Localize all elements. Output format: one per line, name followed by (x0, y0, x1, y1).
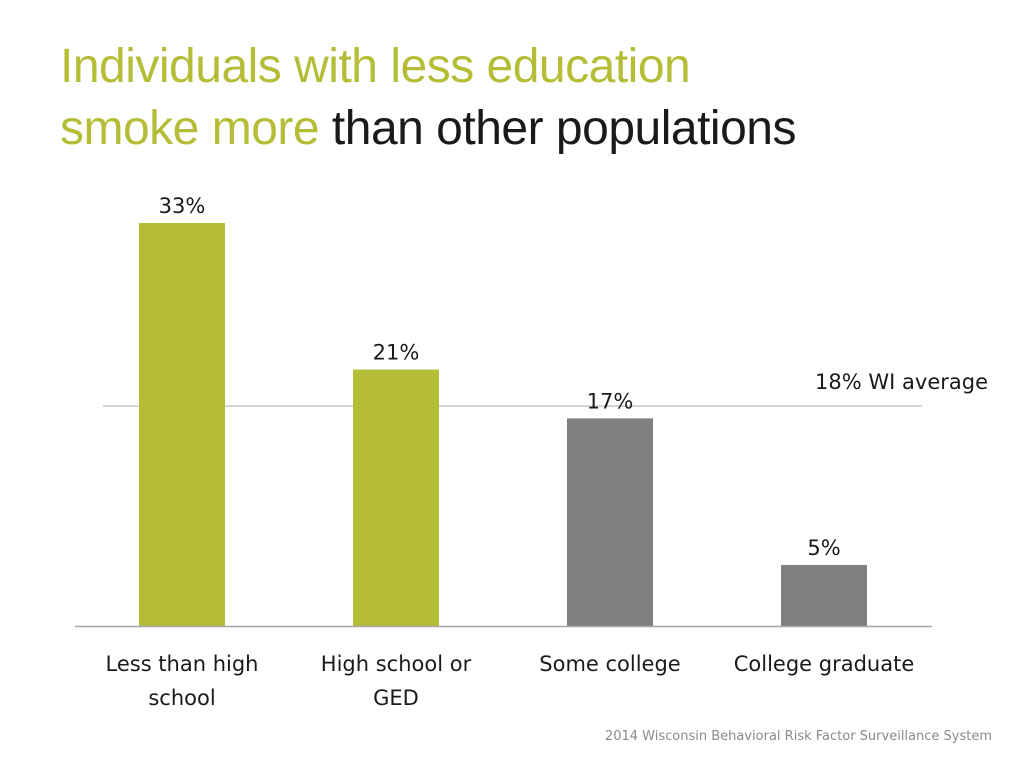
value-label: 5% (807, 536, 840, 560)
title-line1-highlight: Individuals with less education (60, 40, 691, 93)
slide-title: Individuals with less education smoke mor… (60, 36, 960, 160)
category-label: College graduate (734, 652, 915, 676)
value-label: 21% (373, 341, 420, 365)
source-note: 2014 Wisconsin Behavioral Risk Factor Su… (604, 729, 992, 744)
bar (781, 564, 867, 626)
bar (353, 369, 439, 626)
reference-line-label: 18% WI average (815, 370, 988, 394)
bar (567, 418, 653, 626)
category-label: Less than high school (106, 652, 259, 710)
title-line2-rest: than other populations (331, 102, 797, 155)
value-label: 33% (159, 194, 206, 218)
category-label: Some college (539, 652, 680, 676)
title-line2-highlight: smoke more (60, 102, 320, 155)
category-label: High school or GED (321, 652, 472, 710)
value-label: 17% (587, 389, 634, 413)
bar (139, 223, 225, 626)
